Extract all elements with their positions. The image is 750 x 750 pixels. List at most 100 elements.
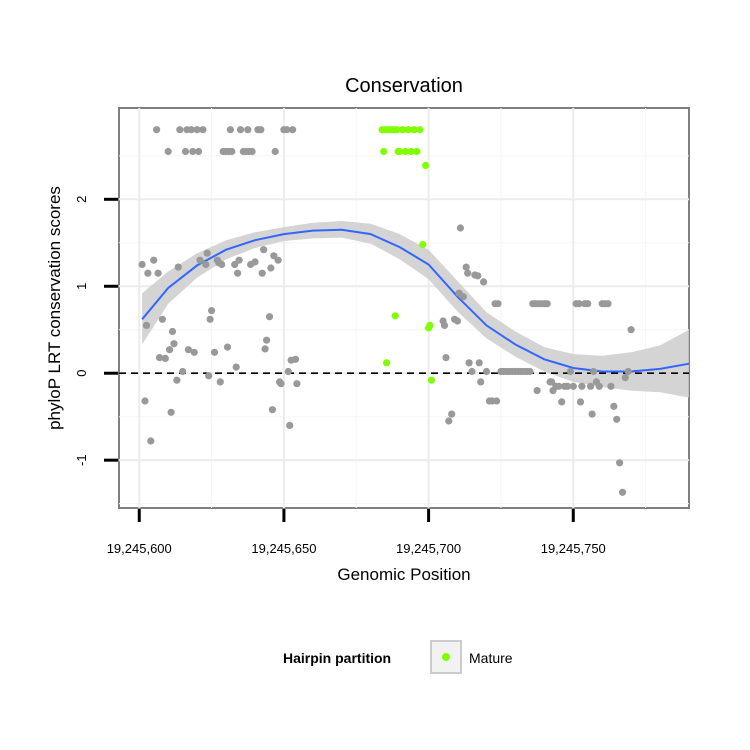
smooth-line-layer [141, 228, 690, 373]
point-other [283, 126, 291, 134]
point-mature [416, 126, 424, 134]
point-other [468, 367, 476, 376]
legend-label-mature: Mature [469, 650, 513, 666]
point-other [566, 367, 575, 376]
x-tick-label: 19,245,750 [541, 541, 606, 556]
x-tick-label: 19,245,700 [396, 541, 461, 556]
point-other [193, 126, 201, 134]
point-other [223, 343, 232, 351]
point-other [440, 321, 449, 329]
point-mature [422, 161, 430, 169]
point-other [462, 263, 470, 271]
point-other [167, 408, 175, 416]
confidence-ribbon-layer [142, 221, 690, 398]
point-other [251, 258, 259, 266]
point-other [205, 372, 213, 380]
point-other [286, 421, 294, 429]
point-other [613, 415, 621, 423]
point-other [189, 147, 197, 156]
point-other [584, 300, 592, 308]
point-other [144, 269, 152, 277]
point-other [445, 417, 453, 425]
point-mature [413, 147, 421, 156]
point-other [610, 402, 618, 410]
point-other [616, 459, 624, 467]
point-other [624, 367, 632, 376]
point-mature [404, 126, 412, 134]
point-mature [380, 147, 388, 156]
point-mature [396, 147, 404, 156]
point-other [260, 246, 268, 254]
point-other [203, 249, 211, 257]
y-tick-label: 0 [74, 370, 89, 377]
chart-title: Conservation [345, 75, 463, 97]
point-other [138, 260, 146, 269]
point-other [261, 345, 269, 353]
point-other [206, 315, 214, 323]
point-other [181, 147, 190, 156]
point-other [244, 126, 252, 134]
point-mature [391, 312, 399, 320]
point-other [618, 488, 627, 496]
point-mature [393, 126, 401, 134]
point-other [174, 263, 182, 271]
point-other [267, 264, 275, 272]
points-layer [138, 126, 635, 496]
point-other [482, 367, 491, 376]
point-other [277, 380, 285, 388]
point-other [448, 410, 456, 418]
point-other [464, 269, 472, 277]
point-other [232, 363, 240, 371]
legend: Hairpin partition Mature [283, 640, 513, 674]
point-other [218, 260, 226, 269]
point-other [569, 382, 577, 390]
point-other [210, 348, 219, 356]
y-axis-label: phyloP LRT conservation scores [45, 186, 64, 430]
x-tick-label: 19,245,650 [251, 541, 316, 556]
point-other [575, 300, 583, 308]
point-other [588, 410, 596, 418]
point-other [202, 260, 210, 269]
point-other [493, 397, 501, 405]
point-other [216, 378, 224, 386]
point-other [226, 126, 234, 134]
point-other [164, 147, 172, 156]
point-other [231, 260, 239, 269]
point-other [442, 354, 450, 362]
point-mature [419, 240, 427, 249]
point-other [257, 126, 265, 134]
point-other [236, 126, 245, 134]
point-other [208, 307, 216, 315]
legend-title: Hairpin partition [283, 650, 391, 666]
point-other [265, 313, 274, 321]
point-other [235, 256, 243, 264]
point-other [150, 256, 158, 264]
point-other [465, 359, 473, 367]
grid [119, 108, 689, 508]
point-other [563, 382, 572, 390]
point-other [258, 269, 266, 277]
point-other [456, 224, 464, 232]
x-tick-label: 19,245,600 [107, 541, 172, 556]
point-other [154, 269, 162, 277]
x-axis-label: Genomic Position [337, 565, 470, 584]
y-tick-label: -1 [74, 454, 89, 466]
point-other [475, 359, 483, 367]
point-other [199, 126, 207, 134]
point-other [293, 380, 301, 388]
y-axis: -1 0 1 2 [74, 196, 118, 466]
point-mature [410, 126, 418, 134]
point-mature [399, 126, 407, 134]
plot-background [118, 107, 690, 509]
y-tick-label: 1 [74, 283, 89, 290]
point-other [168, 327, 177, 336]
point-other [166, 346, 174, 354]
point-other [190, 348, 198, 356]
point-other [263, 336, 271, 344]
confidence-ribbon [142, 221, 690, 398]
point-other [480, 278, 488, 286]
point-other [153, 126, 161, 134]
point-other [526, 367, 534, 376]
point-other [548, 378, 556, 386]
